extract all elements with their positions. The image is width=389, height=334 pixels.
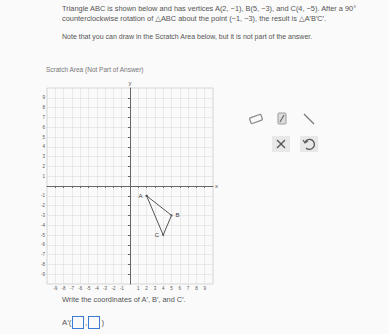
svg-text:7: 7 <box>42 115 45 120</box>
svg-text:2: 2 <box>42 164 45 169</box>
svg-text:-5: -5 <box>41 233 45 238</box>
svg-text:-3: -3 <box>41 213 45 218</box>
svg-text:5: 5 <box>42 135 45 140</box>
svg-text:-7: -7 <box>70 286 74 291</box>
svg-text:2: 2 <box>145 286 148 291</box>
svg-text:6: 6 <box>179 286 182 291</box>
svg-text:-3: -3 <box>103 286 107 291</box>
html-text:Triangle ABC is shown below an: Triangle ABC is shown below and has vert… <box>62 4 357 13</box>
svg-text:8: 8 <box>42 105 45 110</box>
svg-text:C: C <box>155 232 160 238</box>
svg-text:7: 7 <box>187 286 190 291</box>
svg-text:1: 1 <box>42 174 45 179</box>
svg-text:1: 1 <box>137 286 140 291</box>
html-text:A′(: A′( <box>62 318 72 327</box>
svg-text:5: 5 <box>170 286 173 291</box>
html-text:Scratch Area (Not Part of Answ: Scratch Area (Not Part of Answer) <box>46 66 144 73</box>
html-text:counterclockwise rotation of △: counterclockwise rotation of △ABC about … <box>62 14 327 23</box>
svg-text:4: 4 <box>42 144 45 149</box>
svg-text:-1: -1 <box>41 193 45 198</box>
svg-text:B: B <box>176 212 180 218</box>
svg-text:-4: -4 <box>41 223 45 228</box>
svg-text:9: 9 <box>203 286 206 291</box>
svg-text:-8: -8 <box>62 286 66 291</box>
svg-text:-5: -5 <box>86 286 90 291</box>
svg-text:6: 6 <box>42 125 45 130</box>
svg-text:4: 4 <box>162 286 165 291</box>
svg-text:-7: -7 <box>41 252 45 257</box>
svg-text:9: 9 <box>42 95 45 100</box>
svg-text:-8: -8 <box>41 262 45 267</box>
svg-text:A: A <box>139 193 143 199</box>
svg-text:-9: -9 <box>41 272 45 277</box>
svg-text:-6: -6 <box>78 286 82 291</box>
svg-text:-9: -9 <box>53 286 57 291</box>
html-text:Note that you can draw in the: Note that you can draw in the Scratch Ar… <box>62 33 313 40</box>
svg-text:3: 3 <box>154 286 157 291</box>
svg-text:-2: -2 <box>41 203 45 208</box>
svg-text:-6: -6 <box>41 242 45 247</box>
svg-text:-2: -2 <box>111 286 115 291</box>
svg-text:8: 8 <box>195 286 198 291</box>
svg-text:y: y <box>129 80 132 86</box>
html-text:Write the coordinates of A′, B: Write the coordinates of A′, B′, and C′. <box>62 295 186 304</box>
svg-text:-4: -4 <box>95 286 99 291</box>
svg-text:3: 3 <box>42 154 45 159</box>
svg-text:x: x <box>215 183 218 189</box>
svg-text:-1: -1 <box>120 286 124 291</box>
